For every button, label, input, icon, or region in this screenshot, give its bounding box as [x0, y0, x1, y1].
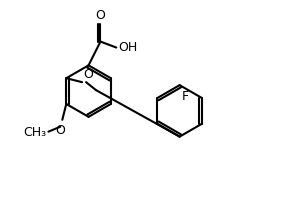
Text: O: O — [83, 68, 93, 81]
Text: CH₃: CH₃ — [23, 126, 46, 139]
Text: O: O — [55, 124, 65, 137]
Text: O: O — [96, 9, 105, 22]
Text: F: F — [182, 90, 189, 103]
Text: OH: OH — [118, 41, 137, 54]
